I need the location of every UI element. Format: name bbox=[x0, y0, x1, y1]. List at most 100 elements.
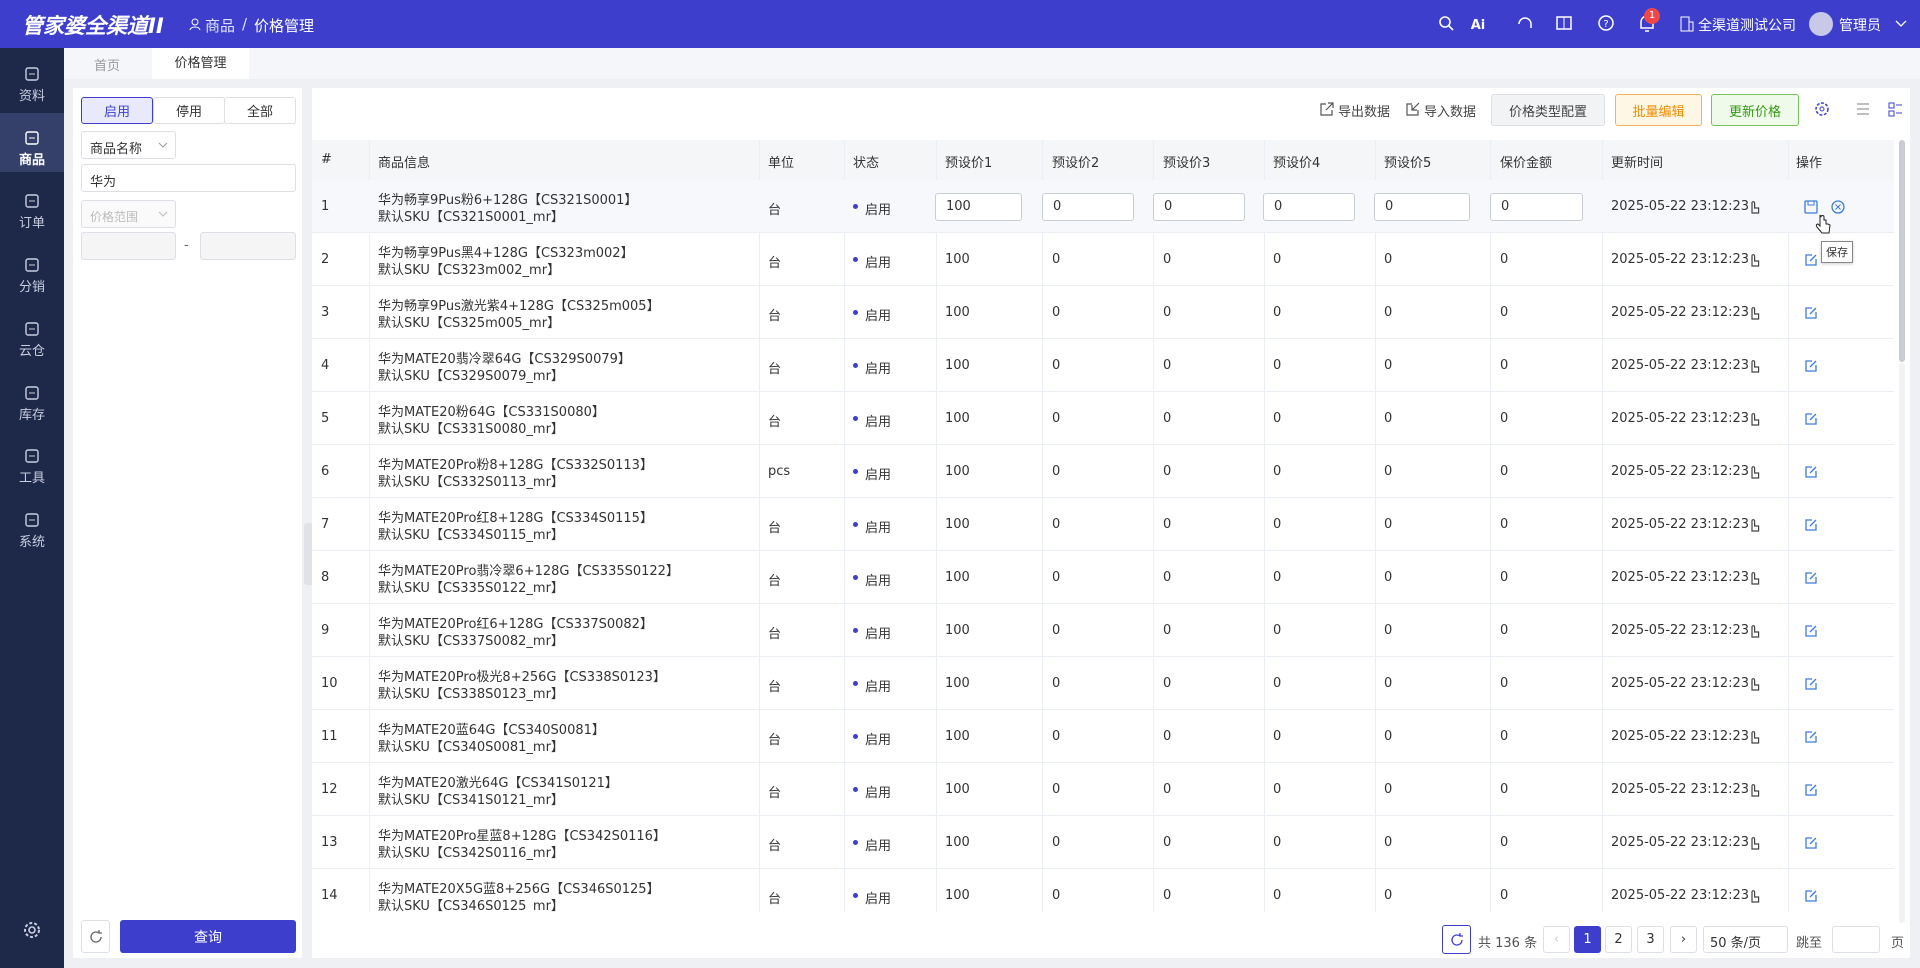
price-input[interactable]: 0 bbox=[1490, 192, 1583, 221]
page[interactable]: 3 bbox=[1637, 926, 1664, 953]
export-button[interactable]: 导出数据 bbox=[1338, 105, 1391, 120]
sidebar-icon[interactable] bbox=[24, 385, 40, 401]
history-icon[interactable] bbox=[1747, 570, 1761, 586]
history-icon[interactable] bbox=[1747, 411, 1761, 427]
history-icon[interactable] bbox=[1747, 835, 1761, 851]
field-select[interactable]: 商品名称 bbox=[81, 131, 176, 159]
price: 0 bbox=[1273, 463, 1282, 479]
edit-icon[interactable] bbox=[1803, 411, 1819, 427]
tab-active[interactable]: 价格管理 bbox=[152, 48, 249, 79]
column-header: 预设价3 bbox=[1163, 156, 1211, 171]
status: 启用 bbox=[865, 308, 892, 324]
edit-icon[interactable] bbox=[1803, 252, 1819, 268]
user-name[interactable]: 管理员 bbox=[1839, 18, 1881, 34]
avatar[interactable] bbox=[1809, 12, 1833, 36]
page[interactable]: 2 bbox=[1605, 926, 1632, 953]
header-icons[interactable]: Ai ? bbox=[1438, 15, 1618, 35]
pagination-refresh[interactable] bbox=[1442, 925, 1471, 954]
edit-icon[interactable] bbox=[1803, 517, 1819, 533]
sidebar-icon[interactable] bbox=[24, 512, 40, 528]
cancel-icon[interactable] bbox=[1830, 199, 1846, 215]
edit-icon[interactable] bbox=[1803, 464, 1819, 480]
sidebar-item[interactable]: 分销 bbox=[18, 280, 45, 296]
edit-icon[interactable] bbox=[1803, 782, 1819, 798]
price: 0 bbox=[1163, 304, 1172, 320]
breadcrumb-parent[interactable]: 商品 bbox=[205, 17, 236, 35]
save-icon[interactable] bbox=[1803, 199, 1819, 215]
price-range-select[interactable]: 价格范围 bbox=[81, 200, 176, 228]
price-input[interactable]: 0 bbox=[1374, 192, 1470, 221]
query-button[interactable]: 查询 bbox=[120, 920, 296, 953]
edit-icon[interactable] bbox=[1803, 623, 1819, 639]
price-min-input[interactable] bbox=[81, 232, 176, 260]
update-price-button[interactable]: 更新价格 bbox=[1711, 94, 1799, 126]
edit-icon[interactable] bbox=[1803, 835, 1819, 851]
sidebar-icon[interactable] bbox=[24, 193, 40, 209]
price-type-config-button[interactable]: 价格类型配置 bbox=[1491, 94, 1605, 126]
page-active[interactable]: 1 bbox=[1574, 926, 1601, 953]
sidebar-item[interactable]: 库存 bbox=[18, 407, 45, 423]
edit-icon[interactable] bbox=[1803, 888, 1819, 904]
price: 0 bbox=[1500, 728, 1509, 744]
price-input[interactable]: 100 bbox=[935, 192, 1022, 221]
sidebar-item[interactable]: 系统 bbox=[18, 534, 45, 550]
settings-icon[interactable] bbox=[22, 920, 42, 940]
page-size-select[interactable]: 50 条/页 bbox=[1703, 926, 1788, 953]
reset-button[interactable] bbox=[81, 920, 110, 953]
import-button[interactable]: 导入数据 bbox=[1424, 105, 1477, 120]
status: 启用 bbox=[865, 838, 892, 854]
price-max-input[interactable] bbox=[200, 232, 296, 260]
sidebar-icon[interactable] bbox=[24, 66, 40, 82]
sidebar-icon[interactable] bbox=[24, 321, 40, 337]
price: 0 bbox=[1500, 357, 1509, 373]
history-icon[interactable] bbox=[1747, 676, 1761, 692]
history-icon[interactable] bbox=[1747, 199, 1761, 215]
keyword-input[interactable]: 华为 bbox=[81, 164, 296, 192]
price: 0 bbox=[1052, 357, 1061, 373]
jump-input[interactable] bbox=[1832, 926, 1880, 953]
price-input[interactable]: 0 bbox=[1153, 192, 1245, 221]
product-sku: 默认SKU【CS341S0121_mr】 bbox=[378, 792, 564, 808]
sidebar-icon[interactable] bbox=[24, 130, 40, 146]
edit-icon[interactable] bbox=[1803, 358, 1819, 374]
batch-edit-button[interactable]: 批量编辑 bbox=[1615, 94, 1702, 126]
next-page[interactable]: › bbox=[1670, 926, 1697, 953]
price-input[interactable]: 0 bbox=[1263, 192, 1355, 221]
status-tab[interactable]: 全部 bbox=[224, 97, 296, 124]
edit-icon[interactable] bbox=[1803, 729, 1819, 745]
sidebar-item[interactable]: 资料 bbox=[18, 89, 45, 104]
sidebar-item[interactable]: 订单 bbox=[18, 216, 45, 232]
tab-bar: 首页 价格管理 bbox=[64, 48, 1920, 79]
history-icon[interactable] bbox=[1747, 729, 1761, 745]
edit-icon[interactable] bbox=[1803, 305, 1819, 321]
edit-icon[interactable] bbox=[1803, 570, 1819, 586]
history-icon[interactable] bbox=[1747, 252, 1761, 268]
status-tab[interactable]: 停用 bbox=[153, 97, 225, 124]
sidebar-item[interactable]: 云仓 bbox=[18, 343, 45, 359]
history-icon[interactable] bbox=[1747, 888, 1761, 904]
history-icon[interactable] bbox=[1747, 305, 1761, 321]
sidebar-icon[interactable] bbox=[24, 257, 40, 273]
product-sku: 默认SKU【CS340S0081_mr】 bbox=[378, 739, 564, 755]
price-input[interactable]: 0 bbox=[1042, 192, 1134, 221]
tab[interactable]: 首页 bbox=[94, 59, 121, 74]
row-border bbox=[312, 550, 1894, 551]
sidebar-item[interactable]: 工具 bbox=[18, 471, 45, 487]
history-icon[interactable] bbox=[1747, 464, 1761, 480]
sidebar-item[interactable]: 商品 bbox=[18, 152, 45, 168]
history-icon[interactable] bbox=[1747, 517, 1761, 533]
scrollbar[interactable] bbox=[1899, 140, 1905, 362]
company-name[interactable]: 全渠道测试公司 bbox=[1698, 18, 1796, 34]
history-icon[interactable] bbox=[1747, 358, 1761, 374]
status-tab-active[interactable]: 启用 bbox=[81, 97, 153, 124]
history-icon[interactable] bbox=[1747, 623, 1761, 639]
row-index: 6 bbox=[321, 463, 330, 479]
svg-text:?: ? bbox=[1603, 19, 1608, 30]
history-icon[interactable] bbox=[1747, 782, 1761, 798]
prev-page[interactable]: ‹ bbox=[1543, 926, 1570, 953]
sidebar-icon[interactable] bbox=[24, 448, 40, 464]
price: 0 bbox=[1273, 304, 1282, 320]
arrow bbox=[158, 142, 168, 148]
edit-icon[interactable] bbox=[1803, 676, 1819, 692]
view-icons[interactable] bbox=[1814, 101, 1904, 119]
